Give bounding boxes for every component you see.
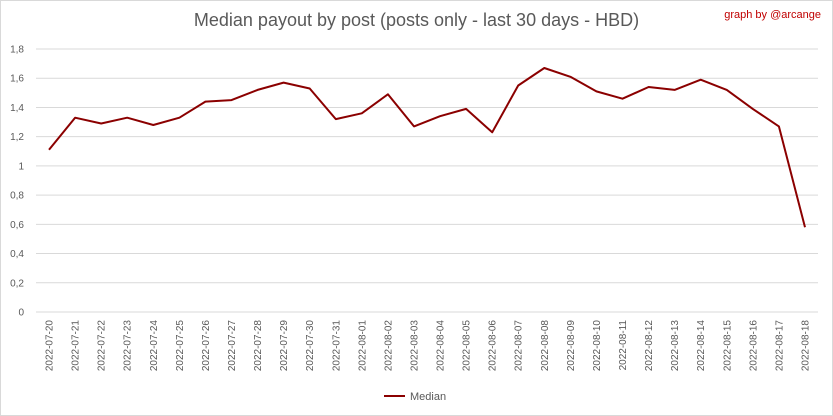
legend: Median: [384, 391, 446, 403]
x-tick-label: 2022-08-02: [383, 320, 394, 372]
x-axis-ticks: 2022-07-20 2022-07-21 2022-07-22 2022-07-23…: [45, 320, 812, 372]
x-tick-label: 2022-07-26: [201, 320, 212, 372]
x-tick-label: 2022-07-29: [279, 320, 290, 372]
x-tick-label: 2022-08-12: [644, 320, 655, 372]
series-line-median: [48, 67, 806, 228]
y-tick-label: 1: [18, 161, 24, 172]
y-tick-label: 0,6: [10, 220, 24, 231]
y-tick-label: 1,2: [10, 132, 24, 143]
x-tick-label: 2022-08-07: [514, 320, 525, 372]
x-tick-label: 2022-08-17: [774, 320, 785, 372]
y-tick-label: 0,2: [10, 278, 24, 289]
x-tick-label: 2022-08-08: [540, 320, 551, 372]
y-axis-ticks: 0 0,2 0,4 0,6 0,8 1 1,2 1,4 1,6 1,8: [10, 45, 24, 319]
x-tick-label: 2022-08-03: [409, 320, 420, 372]
x-tick-label: 2022-08-04: [436, 320, 447, 372]
x-tick-label: 2022-07-25: [175, 320, 186, 372]
x-tick-label: 2022-07-28: [253, 320, 264, 372]
x-tick-label: 2022-07-31: [331, 320, 342, 372]
x-tick-label: 2022-07-27: [227, 320, 238, 372]
legend-label: Median: [410, 391, 446, 403]
x-tick-label: 2022-07-21: [71, 320, 82, 372]
x-tick-label: 2022-07-30: [305, 320, 316, 372]
x-tick-label: 2022-07-22: [97, 320, 108, 372]
x-tick-label: 2022-07-24: [149, 320, 160, 372]
x-tick-label: 2022-08-14: [696, 320, 707, 372]
x-tick-label: 2022-08-01: [357, 320, 368, 372]
x-tick-label: 2022-08-18: [800, 320, 811, 372]
series-layer: [48, 67, 806, 228]
x-tick-label: 2022-08-10: [592, 320, 603, 372]
y-tick-label: 1,6: [10, 74, 24, 85]
gridlines: [36, 48, 818, 313]
chart-title: Median payout by post (posts only - last…: [193, 10, 640, 30]
y-tick-label: 1,8: [10, 45, 24, 56]
y-tick-label: 0,8: [10, 191, 24, 202]
chart-credit: graph by @arcange: [724, 9, 821, 21]
y-tick-label: 0: [18, 308, 24, 319]
y-tick-label: 1,4: [10, 103, 24, 114]
y-tick-label: 0,4: [10, 249, 24, 260]
x-tick-label: 2022-08-09: [566, 320, 577, 372]
x-tick-label: 2022-08-05: [462, 320, 473, 372]
x-tick-label: 2022-08-16: [748, 320, 759, 372]
x-tick-label: 2022-08-06: [488, 320, 499, 372]
x-tick-label: 2022-08-15: [722, 320, 733, 372]
x-tick-label: 2022-08-13: [670, 320, 681, 372]
x-tick-label: 2022-08-11: [618, 320, 629, 371]
x-tick-label: 2022-07-20: [45, 320, 56, 372]
x-tick-label: 2022-07-23: [123, 320, 134, 372]
